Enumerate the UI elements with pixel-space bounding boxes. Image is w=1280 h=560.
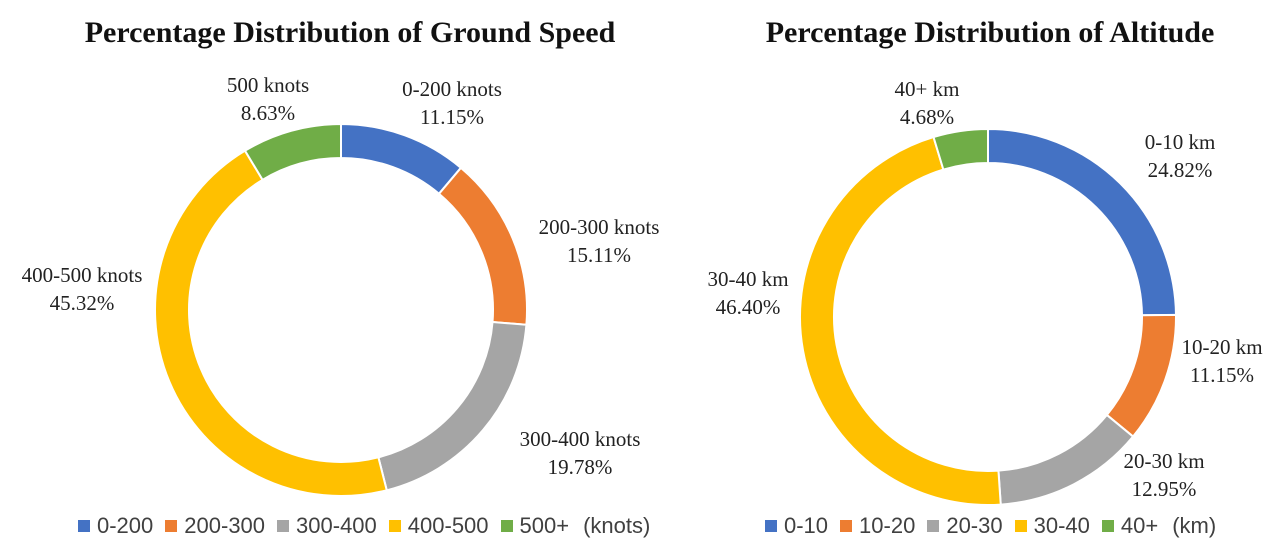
ground-speed-slice-value-500: 8.63% — [241, 101, 295, 125]
ground-speed-legend-swatch-500 — [500, 520, 513, 532]
altitude-donut-chart: 0-10 km 24.82% 10-20 km 11.15% 20-30 km 12.95… — [707, 77, 1263, 505]
ground-speed-legend-swatch-200-300 — [165, 520, 178, 532]
ground-speed-legend-item-500: 500+ — [500, 513, 570, 539]
ground-speed-legend-item-200-300: 200-300 — [165, 513, 265, 539]
altitude-slice-value-30-40: 46.40% — [716, 295, 781, 319]
ground-speed-legend-swatch-300-400 — [277, 520, 290, 532]
altitude-legend-label-10-20: 10-20 — [859, 513, 916, 538]
ground-speed-slice-value-400-500: 45.32% — [50, 291, 115, 315]
altitude-slice-label-40: 40+ km — [895, 77, 960, 101]
altitude-legend-label-40: 40+ — [1120, 513, 1159, 538]
ground-speed-slice-label-400-500: 400-500 knots — [22, 263, 143, 287]
altitude-slice-label-10-20: 10-20 km — [1181, 335, 1262, 359]
altitude-slice-0-10 — [987, 127, 1178, 317]
altitude-legend-swatch-0-10 — [765, 520, 777, 532]
ground-speed-legend: 0-200 200-300 300-400 400-500 500+ (knots) — [78, 513, 650, 539]
altitude-slice-value-20-30: 12.95% — [1132, 477, 1197, 501]
altitude-legend-swatch-20-30 — [927, 520, 940, 532]
altitude-legend-swatch-40 — [1101, 520, 1114, 532]
ground-speed-slice-label-500: 500 knots — [227, 73, 309, 97]
altitude-legend: 0-10 10-20 20-30 30-40 40+ (km) — [765, 513, 1216, 539]
altitude-legend-swatch-30-40 — [1014, 520, 1027, 532]
altitude-slice-10-20 — [1105, 313, 1177, 438]
ground-speed-legend-label-200-300: 200-300 — [184, 513, 266, 538]
altitude-slice-20-30 — [997, 413, 1135, 505]
altitude-slice-label-30-40: 30-40 km — [707, 267, 788, 291]
altitude-legend-item-20-30: 20-30 — [927, 513, 1003, 539]
ground-speed-slice-value-0-200: 11.15% — [420, 105, 484, 129]
ground-speed-slice-label-200-300: 200-300 knots — [539, 215, 660, 239]
ground-speed-slice-label-300-400: 300-400 knots — [520, 427, 641, 451]
ground-speed-legend-swatch-400-500 — [388, 520, 401, 532]
altitude-legend-unit: (km) — [1172, 513, 1217, 538]
ground-speed-legend-label-500: 500+ — [519, 513, 570, 538]
altitude-legend-item-30-40: 30-40 — [1014, 513, 1090, 539]
ground-speed-legend-unit: (knots) — [583, 513, 651, 538]
altitude-slice-label-0-10: 0-10 km — [1145, 130, 1216, 154]
ground-speed-slice-500 — [243, 122, 342, 182]
ground-speed-panel: 0-200 knots 11.15% 200-300 knots 15.11% 300-… — [22, 16, 660, 539]
ground-speed-legend-label-400-500: 400-500 — [407, 513, 489, 538]
ground-speed-slice-value-300-400: 19.78% — [548, 455, 613, 479]
altitude-slice-label-20-30: 20-30 km — [1123, 449, 1204, 473]
altitude-slice-value-10-20: 11.15% — [1190, 363, 1254, 387]
ground-speed-legend-swatch-0-200 — [78, 520, 90, 532]
ground-speed-donut-chart: 0-200 knots 11.15% 200-300 knots 15.11% 300-… — [22, 73, 660, 497]
ground-speed-slice-label-0-200: 0-200 knots — [402, 77, 502, 101]
altitude-slice-value-40: 4.68% — [900, 105, 954, 129]
altitude-legend-swatch-10-20 — [840, 520, 853, 532]
ground-speed-slice-400-500 — [154, 149, 388, 497]
ground-speed-slice-0-200 — [340, 122, 463, 196]
ground-speed-legend-label-0-200: 0-200 — [97, 513, 154, 538]
altitude-legend-label-20-30: 20-30 — [946, 513, 1003, 538]
altitude-legend-label-30-40: 30-40 — [1033, 513, 1090, 538]
altitude-slice-value-0-10: 24.82% — [1148, 158, 1213, 182]
ground-speed-slice-200-300 — [437, 166, 528, 326]
ground-speed-legend-item-300-400: 300-400 — [277, 513, 377, 539]
altitude-legend-item-10-20: 10-20 — [840, 513, 915, 539]
ground-speed-slice-300-400 — [377, 320, 528, 492]
altitude-slice-40 — [932, 127, 989, 171]
ground-speed-legend-item-400-500: 400-500 — [388, 513, 489, 539]
altitude-slice-30-40 — [798, 135, 1002, 505]
ground-speed-slice-value-200-300: 15.11% — [567, 243, 631, 267]
altitude-chart-title: Percentage Distribution of Altitude — [765, 16, 1215, 49]
ground-speed-legend-item-0-200: 0-200 — [78, 513, 153, 539]
altitude-legend-label-0-10: 0-10 — [784, 513, 829, 538]
altitude-legend-item-40: 40+ — [1101, 513, 1159, 539]
ground-speed-chart-title: Percentage Distribution of Ground Speed — [84, 16, 616, 49]
altitude-panel: 0-10 km 24.82% 10-20 km 11.15% 20-30 km 12.95… — [700, 0, 1280, 560]
altitude-legend-item-0-10: 0-10 — [765, 513, 828, 539]
ground-speed-legend-label-300-400: 300-400 — [296, 513, 377, 538]
